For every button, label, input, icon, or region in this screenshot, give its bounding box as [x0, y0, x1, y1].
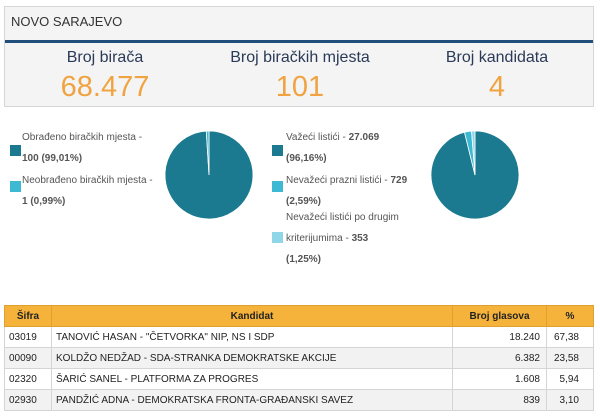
cell-percent: 5,94: [546, 368, 594, 390]
legend-item-valid: Važeći listići - 27.069 (96,16%): [286, 129, 379, 167]
stat-voters: Broj birača 68.477: [15, 49, 195, 104]
stat-value: 101: [275, 71, 325, 103]
table-row[interactable]: 00090 KOLDŽO NEDŽAD - SDA-STRANKA DEMOKR…: [4, 347, 594, 369]
legend-label: kriterijumima -: [286, 233, 349, 244]
stat-polling-stations: Broj biračkih mjesta 101: [207, 49, 393, 104]
cell-candidate: KOLDŽO NEDŽAD - SDA-STRANKA DEMOKRATSKE …: [51, 347, 453, 369]
cell-votes: 839: [452, 389, 547, 411]
legend-label: Važeći listići -: [286, 132, 346, 143]
cell-percent: 67,38: [546, 326, 594, 348]
cell-code: 02930: [4, 389, 52, 411]
cell-code: 03019: [4, 326, 52, 348]
legend-swatch-valid: [272, 145, 283, 156]
legend-value: 1 (0,99%): [22, 196, 66, 207]
cell-percent: 23,58: [546, 347, 594, 369]
table-header-row: Šifra Kandidat Broj glasova %: [4, 305, 594, 327]
column-header-votes[interactable]: Broj glasova: [452, 305, 547, 327]
table-row[interactable]: 03019 TANOVIĆ HASAN - "ČETVORKA" NIP, NS…: [4, 326, 594, 348]
legend-pct: (2,59%): [286, 196, 322, 207]
cell-percent: 3,10: [546, 389, 594, 411]
legend-item-other: Nevažeći listići po drugim kriterijumima…: [286, 209, 399, 268]
legend-item-blank: Nevažeći prazni listići - 729 (2,59%): [286, 172, 407, 210]
legend-label: Obrađeno biračkih mjesta -: [22, 132, 143, 143]
cell-votes: 1.608: [452, 368, 547, 390]
column-header-code[interactable]: Šifra: [4, 305, 52, 327]
legend-pct: (1,25%): [286, 254, 322, 265]
cell-votes: 18.240: [452, 326, 547, 348]
legend-swatch-other: [272, 232, 283, 243]
summary-card: NOVO SARAJEVO Broj birača 68.477 Broj bi…: [4, 6, 594, 107]
legend-value: 27.069: [348, 132, 380, 143]
pie-slice-other: [471, 130, 476, 176]
legend-swatch-processed: [10, 145, 21, 156]
cell-candidate: ŠARIĆ SANEL - PLATFORMA ZA PROGRES: [51, 368, 453, 390]
polling-pie-chart: [164, 130, 254, 220]
pie-slice-valid: [430, 130, 520, 220]
legend-swatch-unprocessed: [10, 181, 21, 192]
legend-item-processed: Obrađeno biračkih mjesta - 100 (99,01%): [22, 129, 142, 167]
legend-label: Nevažeći prazni listići -: [286, 175, 388, 186]
stat-label: Broj kandidata: [445, 49, 549, 66]
legend-pct: (96,16%): [286, 153, 327, 164]
legend-item-unprocessed: Neobrađeno biračkih mjesta - 1 (0,99%): [22, 172, 153, 210]
stat-label: Broj biračkih mjesta: [230, 49, 370, 66]
cell-candidate: PANDŽIĆ ADNA - DEMOKRATSKA FRONTA-GRAĐAN…: [51, 389, 453, 411]
cell-code: 00090: [4, 347, 52, 369]
column-header-candidate[interactable]: Kandidat: [51, 305, 453, 327]
column-header-percent[interactable]: %: [546, 305, 594, 327]
stat-value: 4: [488, 71, 506, 103]
stat-label: Broj birača: [66, 49, 144, 66]
cell-code: 02320: [4, 368, 52, 390]
legend-value: 729: [390, 175, 408, 186]
legend-value: 353: [351, 233, 369, 244]
municipality-title: NOVO SARAJEVO: [11, 14, 123, 29]
stat-candidates: Broj kandidata 4: [407, 49, 587, 104]
table-row[interactable]: 02930 PANDŽIĆ ADNA - DEMOKRATSKA FRONTA-…: [4, 389, 594, 411]
legend-label: Nevažeći listići po drugim: [286, 212, 399, 223]
table-row[interactable]: 02320 ŠARIĆ SANEL - PLATFORMA ZA PROGRES…: [4, 368, 594, 390]
legend-label: Neobrađeno biračkih mjesta -: [22, 175, 153, 186]
ballots-pie-chart: [430, 130, 520, 220]
header-rule: [5, 40, 593, 43]
stat-value: 68.477: [60, 71, 150, 103]
pie-slice-unprocessed: [205, 130, 210, 176]
results-table: Šifra Kandidat Broj glasova % 03019 TANO…: [4, 305, 594, 411]
cell-votes: 6.382: [452, 347, 547, 369]
legend-value: 100 (99,01%): [22, 153, 83, 164]
legend-swatch-blank: [272, 181, 283, 192]
cell-candidate: TANOVIĆ HASAN - "ČETVORKA" NIP, NS I SDP: [51, 326, 453, 348]
